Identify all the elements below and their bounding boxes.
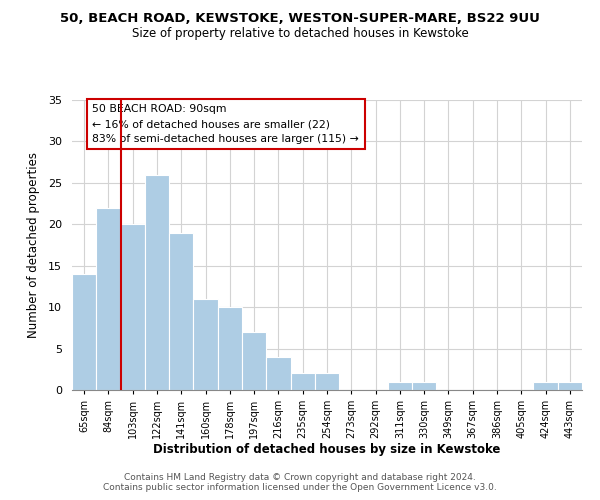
Bar <box>290 374 315 390</box>
Text: Distribution of detached houses by size in Kewstoke: Distribution of detached houses by size … <box>154 442 500 456</box>
Bar <box>266 357 290 390</box>
Bar <box>533 382 558 390</box>
Text: 50 BEACH ROAD: 90sqm
← 16% of detached houses are smaller (22)
83% of semi-detac: 50 BEACH ROAD: 90sqm ← 16% of detached h… <box>92 104 359 144</box>
Bar <box>412 382 436 390</box>
Bar <box>121 224 145 390</box>
Text: Contains HM Land Registry data © Crown copyright and database right 2024.: Contains HM Land Registry data © Crown c… <box>124 472 476 482</box>
Bar <box>242 332 266 390</box>
Bar <box>145 174 169 390</box>
Y-axis label: Number of detached properties: Number of detached properties <box>27 152 40 338</box>
Text: Contains public sector information licensed under the Open Government Licence v3: Contains public sector information licen… <box>103 484 497 492</box>
Bar <box>558 382 582 390</box>
Bar <box>193 299 218 390</box>
Text: Size of property relative to detached houses in Kewstoke: Size of property relative to detached ho… <box>131 28 469 40</box>
Bar <box>72 274 96 390</box>
Text: 50, BEACH ROAD, KEWSTOKE, WESTON-SUPER-MARE, BS22 9UU: 50, BEACH ROAD, KEWSTOKE, WESTON-SUPER-M… <box>60 12 540 26</box>
Bar <box>169 232 193 390</box>
Bar <box>388 382 412 390</box>
Bar <box>218 307 242 390</box>
Bar <box>315 374 339 390</box>
Bar <box>96 208 121 390</box>
